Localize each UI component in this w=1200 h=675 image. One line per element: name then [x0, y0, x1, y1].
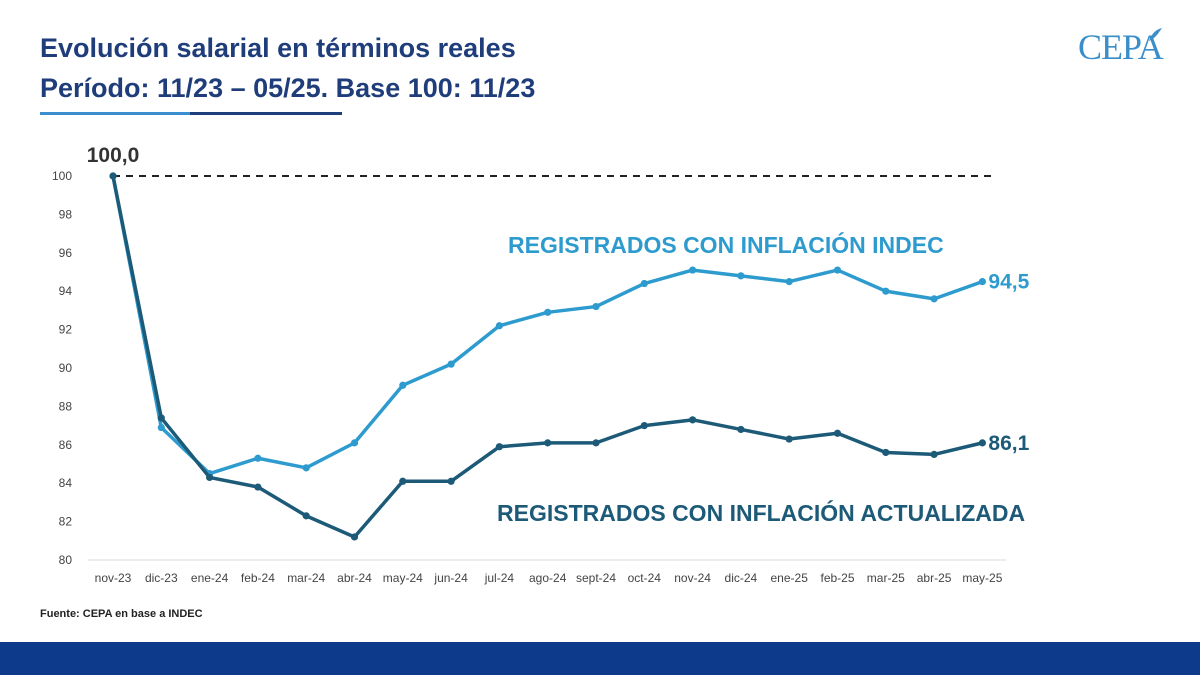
- y-tick-label: 86: [59, 438, 73, 452]
- series-layer: [109, 172, 987, 541]
- y-axis: 80 82 84 86 88 90 92 94 96 98 100: [52, 169, 72, 567]
- data-point: [109, 172, 117, 180]
- data-point: [157, 414, 165, 422]
- data-point: [882, 287, 890, 295]
- x-tick-label: oct-24: [628, 571, 662, 585]
- y-tick-label: 90: [59, 361, 73, 375]
- x-tick-label: dic-23: [145, 571, 178, 585]
- data-point: [833, 266, 842, 274]
- data-point: [689, 416, 697, 424]
- x-tick-label: feb-25: [820, 571, 854, 585]
- source-note: Fuente: CEPA en base a INDEC: [40, 608, 203, 620]
- y-tick-label: 80: [59, 553, 73, 567]
- data-point: [254, 483, 262, 491]
- series-label-actualizada: REGISTRADOS CON INFLACIÓN ACTUALIZADA: [497, 499, 1025, 526]
- data-point: [930, 450, 938, 458]
- end-value-label-indec: 94,5: [988, 271, 1029, 294]
- data-point: [544, 439, 552, 447]
- x-tick-label: mar-25: [867, 571, 905, 585]
- start-value-label: 100,0: [87, 144, 140, 167]
- data-point: [544, 308, 552, 316]
- data-point: [592, 439, 600, 447]
- data-point: [206, 473, 214, 482]
- data-point: [495, 443, 503, 451]
- y-tick-label: 84: [59, 476, 73, 490]
- x-axis: nov-23 dic-23 ene-24 feb-24 mar-24 abr-24 may-…: [88, 559, 1007, 585]
- chart-title: Evolución salarial en términos reales Pe…: [40, 28, 535, 108]
- data-point: [350, 533, 359, 541]
- x-tick-label: sept-24: [576, 571, 616, 585]
- data-point: [978, 278, 987, 286]
- x-tick-label: may-24: [383, 571, 423, 585]
- x-tick-label: ene-24: [191, 571, 229, 585]
- series-line-indec: [111, 175, 983, 476]
- data-point: [447, 360, 455, 368]
- data-point: [640, 422, 648, 430]
- data-point: [302, 464, 310, 472]
- title-line-2: Período: 11/23 – 05/25. Base 100: 11/23: [40, 73, 536, 103]
- y-tick-label: 82: [59, 515, 73, 529]
- x-tick-label: nov-24: [674, 571, 711, 585]
- data-point: [882, 448, 890, 457]
- series-line-actualizada: [111, 175, 983, 539]
- data-point: [447, 477, 455, 485]
- data-point: [785, 435, 793, 443]
- data-point: [930, 295, 938, 303]
- footer-band: [0, 642, 1200, 675]
- x-tick-label: abr-25: [917, 571, 952, 585]
- data-point: [737, 272, 745, 280]
- data-point: [833, 429, 842, 437]
- title-line-1: Evolución salarial en términos reales: [40, 33, 516, 63]
- data-point: [689, 266, 697, 274]
- data-point: [640, 279, 648, 288]
- y-tick-label: 98: [59, 207, 73, 221]
- x-tick-label: abr-24: [337, 571, 372, 585]
- data-point: [350, 439, 359, 447]
- data-point: [399, 381, 407, 389]
- end-value-label-actualizada: 86,1: [988, 432, 1029, 455]
- data-point: [737, 425, 745, 434]
- x-tick-label: jul-24: [484, 571, 515, 585]
- x-tick-label: ene-25: [771, 571, 809, 585]
- x-tick-label: nov-23: [95, 571, 132, 585]
- x-tick-label: dic-24: [725, 571, 758, 585]
- data-point: [302, 512, 310, 520]
- y-tick-label: 92: [59, 323, 73, 337]
- line-chart: 80 82 84 86 88 90 92 94 96 98 100 nov-23 dic-23 ene-…: [52, 144, 1030, 585]
- x-tick-label: may-25: [962, 571, 1002, 585]
- data-point: [978, 439, 987, 447]
- data-point: [157, 423, 165, 432]
- cepa-logo-leaf-icon: [1149, 28, 1162, 41]
- data-point: [592, 302, 600, 311]
- x-tick-label: mar-24: [287, 571, 325, 585]
- data-point: [254, 454, 262, 462]
- y-tick-label: 88: [59, 399, 73, 413]
- y-tick-label: 96: [59, 246, 73, 260]
- x-tick-label: jun-24: [433, 571, 468, 585]
- y-tick-label: 94: [59, 284, 73, 298]
- x-tick-label: ago-24: [529, 571, 567, 585]
- x-tick-label: feb-24: [241, 571, 275, 585]
- cepa-logo: CEPA: [1078, 27, 1164, 67]
- title-underline: [40, 112, 342, 115]
- data-point: [785, 278, 793, 286]
- data-point: [399, 477, 407, 485]
- y-tick-label: 100: [52, 169, 72, 183]
- series-label-indec: REGISTRADOS CON INFLACIÓN INDEC: [508, 231, 944, 258]
- data-point: [495, 322, 503, 330]
